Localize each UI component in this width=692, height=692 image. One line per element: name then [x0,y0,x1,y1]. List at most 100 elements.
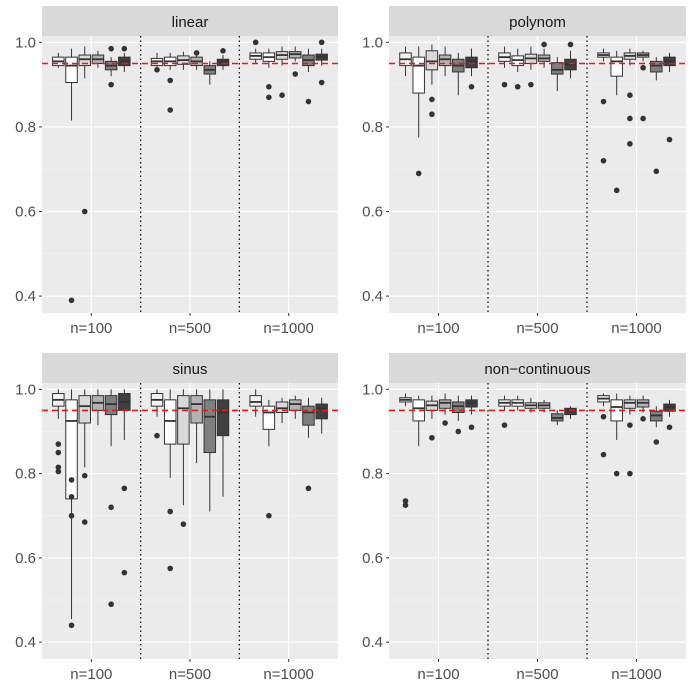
outlier-point [193,50,200,56]
outlier-point [55,441,62,447]
x-tick-label: n=1000 [263,666,313,683]
outlier-point [55,449,62,456]
box [551,62,564,75]
boxplot-n=500-6 [564,406,577,419]
outlier-point [468,424,475,431]
panel-2: sinus 0.4 0.6 0.8 1.0 n=100 n=500 n=1000 [15,353,338,683]
boxplot-n=1000-3 [275,46,289,99]
boxplot-n=500-6 [564,41,577,79]
boxplot-n=500-4 [537,41,551,68]
boxplot-n=1000-2 [610,50,623,194]
boxplot-n=1000-5 [650,406,663,445]
outlier-point [528,81,534,88]
outlier-point [627,115,633,122]
outlier-point [108,504,114,511]
box [452,401,465,413]
outlier-point [627,92,633,99]
boxplot-n=500-1 [498,395,511,428]
panel-0: linear 0.4 0.6 0.8 1.0 n=100 n=500 n=1000 [15,6,338,337]
boxplot-n=500-3 [177,389,190,527]
outlier-point [415,170,422,177]
boxplot-n=500-3 [177,51,190,70]
boxplot-n=1000-6 [663,399,676,431]
outlier-point [501,422,508,428]
boxplot-n=500-2 [163,52,177,113]
boxplot-n=1000-2 [262,48,276,101]
box [412,56,425,94]
boxplot-n=1000-1 [249,389,262,417]
outlier-point [167,508,173,515]
x-tick-label: n=100 [417,320,459,337]
boxplot-n=1000-1 [597,48,610,164]
outlier-point [68,622,75,629]
outlier-point [81,208,88,215]
boxplot-n=1000-2 [262,399,276,519]
box [438,399,452,409]
box [610,56,623,77]
panel-strip [42,6,338,36]
y-tick-label: 0.4 [15,634,36,651]
boxplot-n=100-1 [52,52,65,68]
outlier-point [305,485,312,492]
x-tick-label: n=500 [169,666,211,683]
boxplot-n=100-3 [78,389,91,525]
panel-title: non−continuous [484,361,590,378]
panel-title: sinus [172,361,207,378]
y-tick-label: 0.4 [362,634,383,651]
boxplot-n=100-6 [465,395,478,431]
boxplot-n=500-6 [216,48,230,70]
outlier-point [167,107,173,113]
outlier-point [68,477,75,483]
outlier-point [266,512,272,519]
box [216,399,230,437]
outlier-point [600,98,607,105]
box [78,54,91,67]
panel-title: polynom [509,14,566,31]
y-tick-label: 0.4 [15,288,36,305]
outlier-point [279,92,285,99]
box [190,395,203,424]
outlier-point [68,297,75,304]
outlier-point [55,464,62,471]
x-tick-label: n=100 [70,666,112,683]
box [78,395,91,424]
outlier-point [81,519,88,525]
box [623,399,637,409]
y-tick-label: 1.0 [15,381,36,398]
boxplot-n=500-2 [511,48,524,90]
outlier-point [514,83,521,90]
boxplot-n=500-1 [498,46,511,88]
boxplot-n=1000-6 [315,397,328,434]
outlier-point [666,424,673,431]
y-tick-label: 0.8 [362,466,383,483]
box [249,395,262,407]
outlier-point [429,96,435,103]
box [438,54,452,67]
outlier-point [402,502,409,508]
boxplot-n=100-1 [399,393,412,508]
box [315,403,328,420]
outlier-point [167,77,173,84]
boxplot-n=100-4 [438,393,452,426]
panel-strip [389,6,686,36]
outlier-point [429,434,435,441]
boxplot-n=100-2 [412,46,425,177]
outlier-point [81,472,88,479]
boxplot-n=500-6 [216,389,230,497]
box [65,56,78,84]
y-tick-label: 0.6 [362,204,383,221]
boxplot-n=1000-1 [249,39,262,64]
outlier-point [402,498,409,504]
boxplot-n=500-4 [190,50,203,70]
x-tick-label: n=100 [417,666,459,683]
boxplot-n=500-2 [163,389,177,572]
outlier-point [468,83,475,90]
boxplot-n=500-2 [511,395,524,411]
boxplot-n=1000-3 [623,48,637,147]
outlier-point [600,451,607,458]
box [275,401,289,413]
boxplot-n=100-6 [465,48,478,90]
outlier-point [653,168,660,175]
outlier-point [154,67,160,73]
